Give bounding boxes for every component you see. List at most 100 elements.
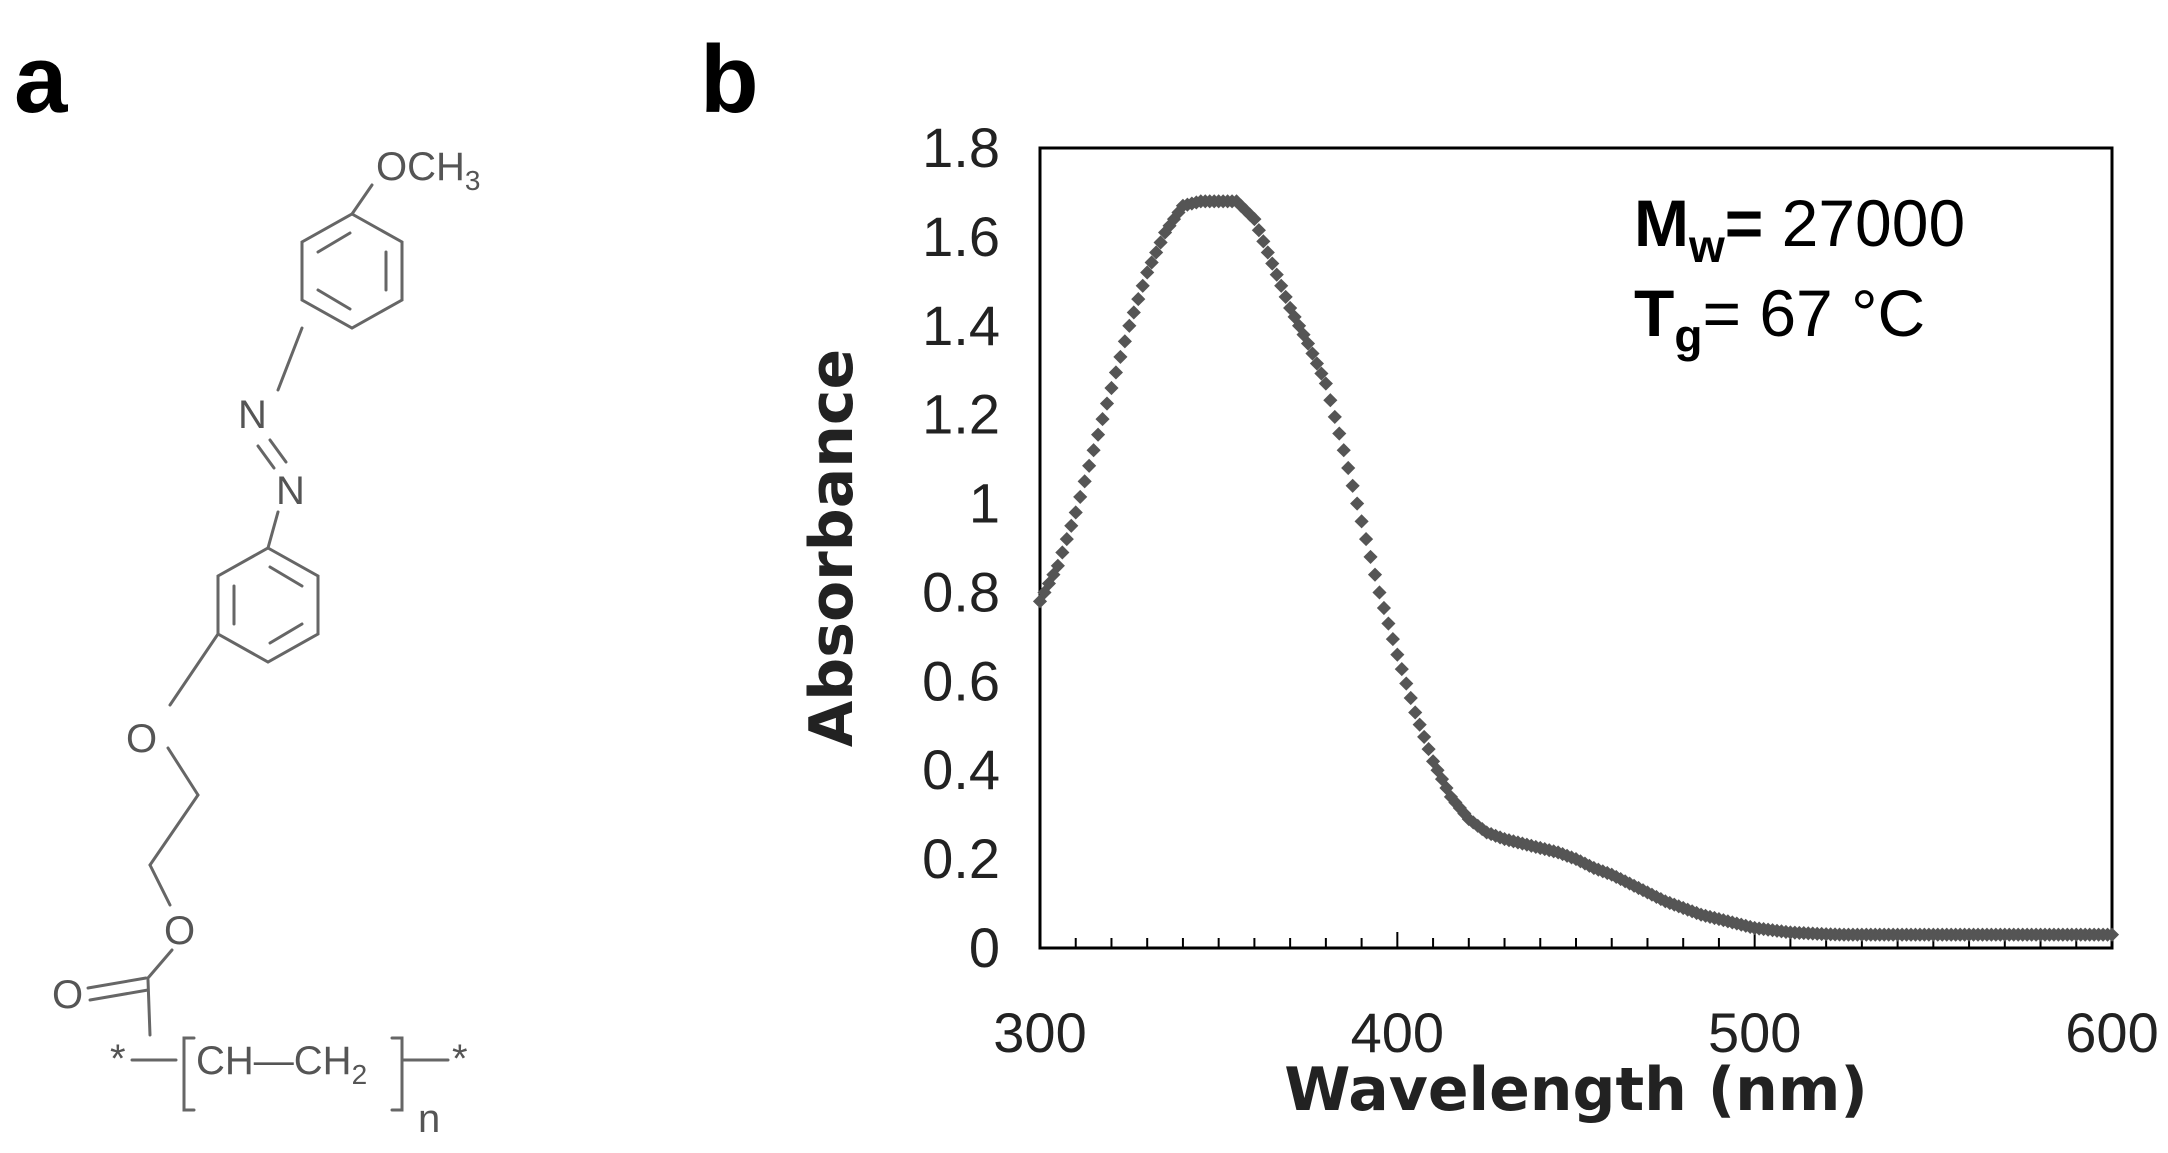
data-point bbox=[1050, 558, 1065, 573]
x-tick-label: 500 bbox=[1708, 1001, 1801, 1064]
data-point bbox=[1122, 318, 1137, 333]
data-point-interp bbox=[1251, 223, 1266, 238]
spacer-bond bbox=[166, 746, 200, 797]
y-tick-label: 0 bbox=[969, 916, 1000, 979]
data-point-interp bbox=[1077, 474, 1092, 489]
azo-bond-upper bbox=[276, 326, 304, 392]
ring-double-bond bbox=[316, 288, 352, 311]
end-group-left: * bbox=[110, 1037, 126, 1081]
data-point-interp bbox=[1135, 278, 1150, 293]
azo-double-bond bbox=[268, 438, 288, 464]
chemical-structure: OCH3 N N O O O * CH—C bbox=[52, 145, 480, 1141]
data-point-interp bbox=[1417, 729, 1432, 744]
y-tick-label: 1.4 bbox=[922, 294, 1000, 357]
data-point-interp bbox=[1153, 235, 1168, 250]
ester-bond bbox=[146, 948, 174, 980]
data-point-interp bbox=[1367, 567, 1383, 582]
absorbance-chart: 00.20.40.60.811.21.41.61.8 300 400 500 600 … bbox=[797, 116, 2159, 1125]
methoxy-label: OCH3 bbox=[376, 145, 480, 196]
data-point bbox=[1086, 443, 1101, 458]
data-point-interp bbox=[1260, 245, 1275, 260]
data-point-interp bbox=[1314, 366, 1329, 381]
data-point-interp bbox=[1055, 545, 1070, 560]
x-axis-tick-labels: 300 400 500 600 bbox=[993, 1001, 2158, 1064]
data-point bbox=[1318, 376, 1333, 391]
data-point-interp bbox=[1278, 289, 1293, 304]
repeat-bracket-left bbox=[182, 1036, 196, 1112]
azo-bond-lower bbox=[266, 510, 280, 550]
x-tick-label: 400 bbox=[1351, 1001, 1444, 1064]
data-point bbox=[1068, 505, 1083, 520]
data-point-interp bbox=[1117, 334, 1132, 349]
data-point-interp bbox=[1381, 616, 1396, 631]
data-point-interp bbox=[1082, 458, 1097, 473]
end-group-right: * bbox=[452, 1037, 468, 1081]
carbonyl-to-backbone bbox=[146, 978, 152, 1037]
data-point-interp bbox=[1412, 717, 1427, 732]
repeat-bracket-right bbox=[390, 1036, 404, 1112]
y-axis-title: Absorbance bbox=[797, 349, 867, 747]
data-point bbox=[1336, 443, 1351, 458]
spacer-bond bbox=[148, 793, 200, 867]
data-point-interp bbox=[1345, 478, 1360, 493]
azo-n-upper: N bbox=[238, 393, 267, 437]
x-tick-label: 300 bbox=[993, 1001, 1086, 1064]
y-tick-label: 1 bbox=[969, 472, 1000, 535]
data-point-interp bbox=[1095, 412, 1110, 427]
data-point-interp bbox=[1309, 356, 1325, 371]
data-point-interp bbox=[1394, 662, 1409, 677]
data-point-interp bbox=[1090, 427, 1106, 442]
data-point-interp bbox=[1113, 349, 1128, 364]
data-point-interp bbox=[1376, 600, 1392, 616]
data-point-interp bbox=[1332, 426, 1347, 441]
data-point-interp bbox=[1385, 632, 1400, 647]
data-point bbox=[1354, 514, 1369, 529]
repeat-unit-n: n bbox=[418, 1097, 440, 1141]
data-point-interp bbox=[1327, 409, 1342, 424]
data-point bbox=[1265, 256, 1280, 271]
ring-double-bond bbox=[268, 565, 304, 588]
data-point bbox=[1408, 705, 1423, 720]
y-tick-label: 0.2 bbox=[922, 827, 1000, 890]
methoxy-bond bbox=[350, 183, 374, 216]
data-series bbox=[1032, 194, 2120, 942]
data-point-interp bbox=[1274, 278, 1289, 293]
azo-double-bond bbox=[256, 444, 276, 470]
data-point-interp bbox=[1064, 518, 1079, 533]
carbonyl-double-bond bbox=[86, 976, 148, 990]
data-point-interp bbox=[1341, 460, 1356, 476]
data-point-interp bbox=[1269, 267, 1284, 282]
data-point-interp bbox=[1323, 393, 1338, 408]
y-tick-label: 0.4 bbox=[922, 738, 1000, 801]
y-tick-label: 0.6 bbox=[922, 649, 1000, 712]
data-point-interp bbox=[1059, 532, 1074, 547]
ether-oxygen: O bbox=[126, 717, 157, 761]
data-point-interp bbox=[1399, 676, 1414, 691]
data-point-interp bbox=[1144, 255, 1159, 270]
carbonyl-oxygen: O bbox=[52, 973, 83, 1017]
data-point-interp bbox=[1073, 489, 1088, 504]
x-axis-title: Wavelength (nm) bbox=[1284, 1055, 1868, 1125]
data-point-interp bbox=[1131, 292, 1146, 307]
mw-annotation: Mw= 27000 bbox=[1634, 186, 1965, 272]
y-tick-label: 1.8 bbox=[922, 116, 1000, 179]
plot-frame bbox=[1038, 146, 2114, 950]
panel-label-a: a bbox=[14, 26, 68, 133]
lower-benzene-ring bbox=[216, 546, 320, 664]
data-point bbox=[1140, 265, 1155, 280]
data-point-interp bbox=[1350, 496, 1365, 511]
ring-double-bond bbox=[316, 231, 352, 254]
data-point bbox=[1104, 380, 1119, 396]
backbone-ch: CH—CH2 bbox=[196, 1039, 367, 1090]
data-point bbox=[1300, 336, 1316, 351]
ring-double-bond bbox=[268, 622, 304, 645]
data-point bbox=[1372, 585, 1387, 600]
data-point-interp bbox=[1358, 532, 1374, 547]
y-tick-label: 1.6 bbox=[922, 205, 1000, 268]
data-point-interp bbox=[1256, 234, 1271, 249]
data-point-interp bbox=[1305, 346, 1320, 361]
data-point-interp bbox=[1126, 305, 1141, 320]
data-point-interp bbox=[1099, 396, 1115, 411]
x-tick-label: 600 bbox=[2065, 1001, 2158, 1064]
